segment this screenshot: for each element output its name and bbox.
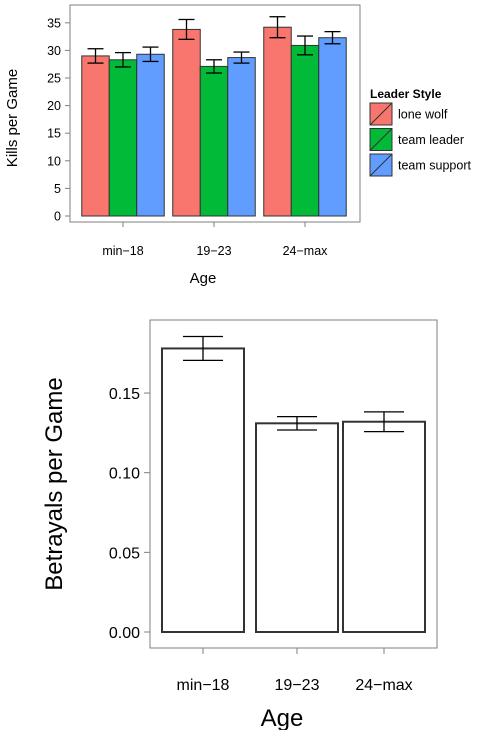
kills-y-tick-label: 35: [47, 16, 61, 30]
betrayals-error-bars: [183, 335, 404, 433]
kills-bar: [199, 65, 229, 217]
betrayals-error-bar: [277, 415, 317, 431]
legend-items: lone wolf team leader team support: [369, 102, 471, 177]
betrayals-y-tick-label: 0.15: [109, 386, 140, 403]
legend-title: Leader Style: [370, 87, 442, 101]
kills-bar: [172, 28, 201, 217]
betrayals-x-tick-label: min−18: [177, 677, 230, 694]
betrayals-y-tick-label: 0.00: [109, 625, 140, 642]
betrayals-x-tick-label: 24−max: [355, 677, 412, 694]
legend-item: team support: [369, 153, 471, 177]
kills-y-tick-label: 25: [47, 72, 61, 86]
kills-error-bar: [324, 30, 341, 45]
kills-x-tick-label: 24−max: [283, 244, 329, 258]
betrayals-bar: [342, 420, 426, 633]
kills-y-tick-label: 0: [54, 210, 61, 224]
legend-item: lone wolf: [369, 102, 448, 126]
betrayals-y-axis-title: Betrayals per Game: [41, 377, 68, 590]
kills-chart: 0 5 10 15 20 25 30 35 min−18 19−23 24−max Age Kil…: [4, 4, 471, 287]
kills-error-bar: [142, 46, 159, 63]
betrayals-bar: [255, 422, 339, 633]
kills-y-tick-label: 10: [47, 154, 61, 168]
kills-bar: [290, 44, 320, 217]
kills-error-bar: [87, 48, 104, 64]
kills-error-bar: [206, 59, 222, 74]
kills-error-bar: [233, 51, 250, 64]
kills-x-tick-label: min−18: [102, 244, 143, 258]
betrayals-y-tick-label: 0.10: [109, 466, 140, 483]
betrayals-error-bar: [183, 335, 223, 362]
kills-bar: [108, 59, 138, 217]
kills-error-bars: [87, 16, 341, 74]
betrayals-bar: [161, 347, 245, 633]
kills-y-tick-label: 30: [47, 44, 61, 58]
kills-y-tick-label: 15: [47, 127, 61, 141]
kills-y-tick-label: 5: [54, 182, 61, 196]
betrayals-x-tick-label: 19−23: [275, 677, 320, 694]
legend: Leader Style lone wolf team leader team su…: [369, 87, 471, 177]
legend-label: lone wolf: [398, 108, 448, 122]
legend-item: team leader: [369, 128, 464, 151]
kills-bar: [263, 26, 292, 217]
kills-x-axis-title: Age: [190, 270, 217, 287]
kills-error-bar: [178, 18, 195, 41]
kills-bar: [227, 57, 256, 217]
betrayals-y-axis: 0.00 0.05 0.10 0.15: [109, 386, 150, 642]
betrayals-chart: 0.00 0.05 0.10 0.15 min−18 19−23 24−max Age B…: [41, 319, 438, 730]
legend-label: team leader: [398, 133, 464, 147]
kills-error-bar: [269, 16, 286, 39]
kills-bar: [81, 55, 110, 217]
kills-y-axis-title: Kills per Game: [4, 69, 21, 167]
kills-y-axis: 0 5 10 15 20 25 30 35: [47, 16, 70, 224]
betrayals-x-axis: min−18 19−23 24−max: [177, 648, 413, 694]
betrayals-y-tick-label: 0.05: [109, 545, 140, 562]
kills-x-axis: min−18 19−23 24−max: [102, 222, 328, 258]
kills-bar: [136, 53, 165, 217]
betrayals-x-axis-title: Age: [261, 705, 304, 730]
kills-y-tick-label: 20: [47, 99, 61, 113]
legend-label: team support: [398, 159, 471, 173]
betrayals-bars: [161, 347, 426, 633]
kills-bar: [318, 37, 347, 217]
betrayals-error-bar: [364, 411, 404, 433]
kills-error-bar: [297, 35, 313, 56]
kills-x-tick-label: 19−23: [196, 244, 231, 258]
kills-error-bar: [115, 51, 131, 68]
